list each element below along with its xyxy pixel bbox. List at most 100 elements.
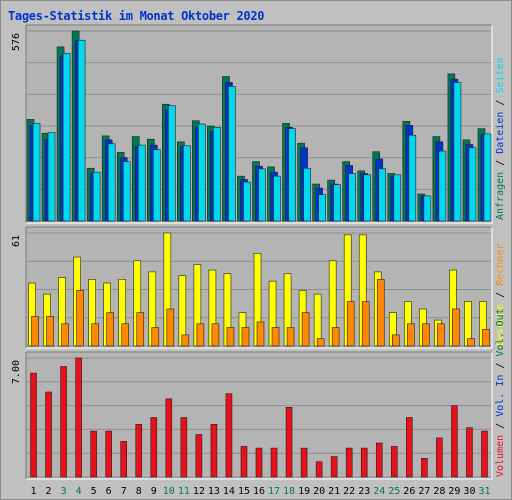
bar-rechner-day-22 bbox=[346, 301, 355, 347]
day-label-4: 4 bbox=[76, 486, 82, 497]
bar-volumen-day-21 bbox=[330, 456, 338, 478]
bar-rechner-day-10 bbox=[166, 308, 175, 347]
bar-rechner-day-5 bbox=[91, 323, 99, 347]
day-label-9: 9 bbox=[151, 486, 157, 497]
legend-entry: / bbox=[495, 286, 506, 304]
bar-rechner-day-11 bbox=[181, 334, 190, 347]
bar-rechner-day-27 bbox=[422, 323, 430, 347]
bar-rechner-day-15 bbox=[241, 327, 250, 347]
legend-entry: / bbox=[495, 417, 506, 435]
bar-seiten-day-2 bbox=[47, 132, 56, 222]
bar-seiten-day-4 bbox=[77, 39, 86, 222]
bar-seiten-day-15 bbox=[243, 181, 251, 222]
legend-entry: Volumen bbox=[495, 435, 506, 477]
legend-entry: / bbox=[495, 357, 506, 375]
day-label-16: 16 bbox=[253, 486, 265, 497]
day-label-25: 25 bbox=[388, 486, 400, 497]
bar-seiten-day-29 bbox=[453, 82, 462, 222]
bar-rechner-day-26 bbox=[407, 323, 415, 347]
bar-volumen-day-11 bbox=[180, 417, 188, 478]
bar-seiten-day-27 bbox=[423, 195, 432, 222]
bar-volumen-day-4 bbox=[75, 357, 82, 478]
panel-3-max-label: 7.00 bbox=[11, 360, 22, 384]
bar-volumen-day-23 bbox=[360, 447, 368, 478]
bar-besuche-day-20 bbox=[313, 293, 322, 347]
bar-rechner-day-4 bbox=[76, 290, 84, 347]
legend-entry: Vol. Out bbox=[495, 308, 506, 356]
panel-3-legend: Volumen / Vol. In / Vol. Out bbox=[495, 308, 506, 477]
legend-entry: Anfragen bbox=[495, 172, 506, 220]
legend-entry: / bbox=[495, 94, 506, 112]
bar-seiten-day-22 bbox=[348, 173, 356, 222]
bar-rechner-day-17 bbox=[271, 327, 280, 347]
bar-volumen-day-7 bbox=[120, 440, 128, 478]
panel-2-legend: Besuche / Rechner bbox=[495, 244, 506, 346]
day-label-5: 5 bbox=[91, 486, 97, 497]
bar-volumen-day-18 bbox=[285, 406, 293, 478]
panel-2-max-label: 61 bbox=[11, 235, 22, 247]
bar-rechner-day-24 bbox=[376, 279, 385, 347]
bar-volumen-day-5 bbox=[90, 430, 97, 478]
bar-seiten-day-17 bbox=[273, 175, 281, 222]
bar-seiten-day-11 bbox=[183, 145, 191, 222]
bar-rechner-day-31 bbox=[482, 329, 490, 347]
bar-volumen-day-30 bbox=[466, 427, 473, 478]
day-label-22: 22 bbox=[343, 486, 355, 497]
day-label-14: 14 bbox=[223, 486, 235, 497]
bar-rechner-day-23 bbox=[361, 301, 370, 347]
day-label-27: 27 bbox=[418, 486, 430, 497]
bar-seiten-day-10 bbox=[168, 105, 176, 222]
day-label-18: 18 bbox=[283, 486, 295, 497]
bar-volumen-day-31 bbox=[481, 430, 488, 478]
day-label-20: 20 bbox=[313, 486, 325, 497]
day-label-12: 12 bbox=[193, 486, 205, 497]
bar-rechner-day-3 bbox=[61, 323, 69, 347]
bar-volumen-day-19 bbox=[300, 447, 308, 478]
bar-rechner-day-16 bbox=[256, 321, 265, 347]
day-label-13: 13 bbox=[208, 486, 220, 497]
legend-entry: Seiten bbox=[495, 57, 506, 93]
day-label-21: 21 bbox=[328, 486, 340, 497]
bar-rechner-day-19 bbox=[301, 312, 310, 347]
day-label-10: 10 bbox=[163, 486, 175, 497]
bar-rechner-day-7 bbox=[121, 323, 130, 347]
bar-volumen-day-29 bbox=[451, 405, 458, 478]
day-label-23: 23 bbox=[358, 486, 370, 497]
bar-rechner-day-2 bbox=[46, 316, 54, 347]
legend-entry: Vol. In bbox=[495, 375, 506, 417]
bar-volumen-day-17 bbox=[270, 447, 278, 478]
day-label-1: 1 bbox=[31, 486, 37, 497]
bar-seiten-day-31 bbox=[483, 133, 492, 222]
bar-seiten-day-5 bbox=[92, 171, 101, 222]
bar-seiten-day-1 bbox=[32, 123, 41, 222]
panel-1-max-label: 576 bbox=[11, 33, 22, 51]
bar-volumen-day-8 bbox=[135, 423, 143, 478]
bar-rechner-day-6 bbox=[106, 312, 114, 347]
bar-seiten-day-6 bbox=[107, 143, 116, 222]
bar-rechner-day-8 bbox=[136, 312, 145, 347]
bar-seiten-day-19 bbox=[303, 167, 311, 222]
bar-seiten-day-24 bbox=[378, 168, 387, 222]
bar-volumen-day-2 bbox=[45, 391, 52, 478]
bar-volumen-day-24 bbox=[375, 442, 383, 478]
bar-volumen-day-16 bbox=[255, 447, 263, 478]
bar-rechner-day-1 bbox=[31, 316, 39, 347]
bar-volumen-day-20 bbox=[315, 461, 323, 478]
bar-volumen-day-6 bbox=[105, 430, 112, 478]
bar-volumen-day-15 bbox=[240, 446, 248, 478]
bar-seiten-day-7 bbox=[122, 161, 131, 222]
bar-volumen-day-3 bbox=[60, 366, 67, 478]
bar-seiten-day-30 bbox=[468, 147, 477, 222]
day-label-11: 11 bbox=[178, 486, 190, 497]
bar-volumen-day-28 bbox=[436, 437, 443, 478]
bar-rechner-day-28 bbox=[437, 323, 445, 347]
bar-seiten-day-3 bbox=[62, 53, 71, 222]
bar-seiten-day-28 bbox=[438, 150, 447, 222]
day-label-26: 26 bbox=[403, 486, 415, 497]
day-label-8: 8 bbox=[136, 486, 142, 497]
bar-volumen-day-27 bbox=[421, 457, 428, 478]
bar-seiten-day-12 bbox=[198, 123, 206, 222]
day-label-15: 15 bbox=[238, 486, 250, 497]
day-label-3: 3 bbox=[61, 486, 67, 497]
bar-seiten-day-18 bbox=[288, 128, 296, 222]
